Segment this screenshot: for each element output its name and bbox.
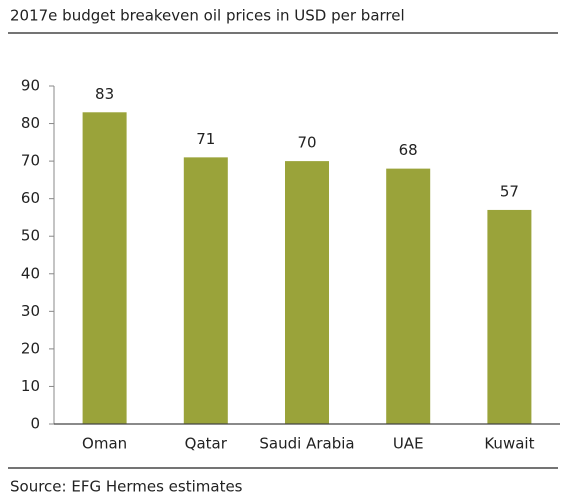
y-tick-label: 0 — [30, 415, 40, 433]
x-tick-label: Kuwait — [484, 435, 534, 453]
x-tick-label: Qatar — [185, 435, 228, 453]
y-tick-label: 50 — [21, 227, 40, 245]
y-tick-label: 10 — [21, 377, 40, 395]
x-tick-label: Saudi Arabia — [259, 435, 354, 453]
bar — [183, 157, 228, 424]
x-tick-label: UAE — [393, 435, 424, 453]
data-label: 70 — [297, 134, 316, 152]
data-label: 71 — [196, 130, 215, 148]
data-label: 83 — [95, 85, 114, 103]
y-tick-label: 30 — [21, 302, 40, 320]
y-tick-label: 90 — [21, 77, 40, 95]
y-tick-label: 70 — [21, 152, 40, 170]
data-label: 57 — [500, 182, 519, 200]
bar — [487, 209, 532, 424]
y-tick-label: 20 — [21, 339, 40, 357]
bar — [82, 112, 127, 425]
data-label: 68 — [399, 141, 418, 159]
x-tick-label: Oman — [82, 435, 127, 453]
y-tick-label: 60 — [21, 189, 40, 207]
source-note: Source: EFG Hermes estimates — [10, 478, 243, 496]
y-tick-label: 40 — [21, 264, 40, 282]
bar — [285, 161, 329, 424]
y-tick-label: 80 — [21, 114, 40, 132]
bar — [386, 168, 431, 424]
chart-title: 2017e budget breakeven oil prices in USD… — [10, 7, 405, 25]
